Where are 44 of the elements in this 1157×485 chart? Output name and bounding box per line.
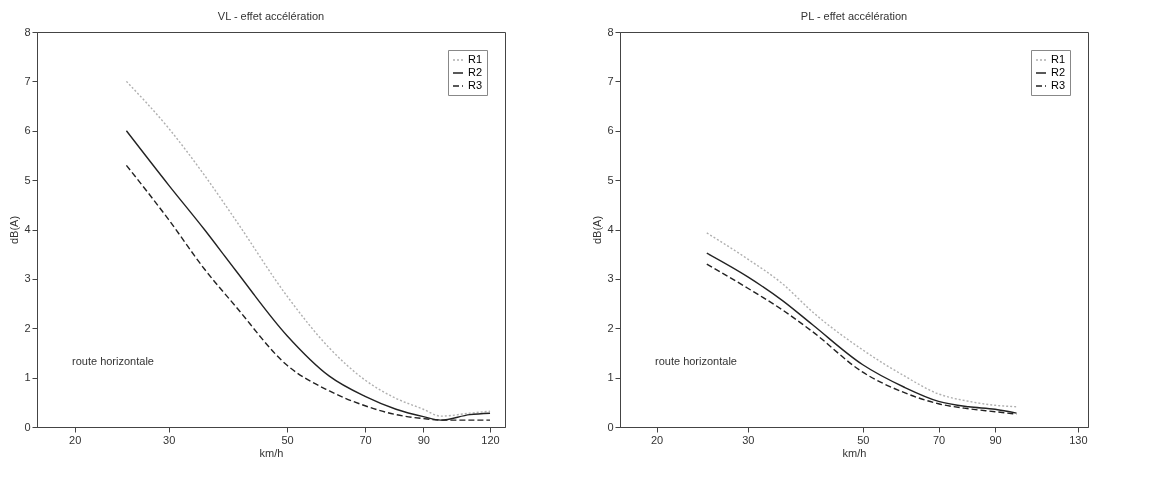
- x-tick-label: 30: [163, 433, 176, 446]
- legend-label: R3: [1051, 79, 1066, 91]
- y-tick-label: 6: [607, 124, 614, 137]
- legend-label: R3: [468, 79, 483, 91]
- x-tick-label: 130: [1069, 433, 1088, 446]
- y-tick-label: 7: [24, 74, 31, 87]
- chart-title: PL - effet accélération: [800, 10, 908, 22]
- x-tick-label: 50: [857, 433, 870, 446]
- y-tick-label: 1: [24, 371, 31, 384]
- y-tick-label: 7: [607, 74, 614, 87]
- x-tick-label: 120: [481, 433, 500, 446]
- legend-label: R2: [468, 66, 483, 78]
- legend-label: R1: [1051, 53, 1066, 65]
- y-tick-label: 3: [24, 272, 31, 285]
- y-tick-label: 2: [607, 321, 614, 334]
- y-tick-label: 0: [24, 420, 31, 433]
- x-tick-label: 20: [69, 433, 82, 446]
- x-axis-title: km/h: [842, 446, 867, 459]
- y-tick-label: 6: [24, 124, 31, 137]
- legend-label: R1: [468, 53, 483, 65]
- y-tick-label: 3: [607, 272, 614, 285]
- x-tick-label: 50: [281, 433, 294, 446]
- y-tick-label: 8: [607, 25, 614, 38]
- y-tick-label: 2: [24, 321, 31, 334]
- y-tick-label: 4: [607, 223, 614, 235]
- x-tick-label: 20: [650, 433, 664, 446]
- y-tick-label: 5: [607, 173, 614, 186]
- y-tick-label: 8: [24, 25, 31, 38]
- y-axis-title: dB(A): [8, 215, 21, 245]
- x-tick-label: 30: [742, 433, 755, 446]
- y-tick-label: 1: [607, 371, 614, 384]
- annotation: route horizontale: [655, 355, 737, 367]
- chart-title: VL - effet accélération: [217, 10, 325, 22]
- y-tick-label: 0: [607, 420, 614, 433]
- legend-label: R2: [1051, 66, 1066, 78]
- x-tick-label: 70: [932, 433, 946, 446]
- annotation: route horizontale: [72, 355, 154, 367]
- y-tick-label: 5: [24, 173, 31, 186]
- y-tick-label: 4: [24, 223, 31, 235]
- x-tick-label: 90: [989, 433, 1002, 446]
- x-tick-label: 90: [417, 433, 430, 446]
- x-tick-label: 70: [359, 433, 372, 446]
- x-axis-title: km/h: [259, 446, 284, 459]
- y-axis-title: dB(A): [591, 215, 604, 245]
